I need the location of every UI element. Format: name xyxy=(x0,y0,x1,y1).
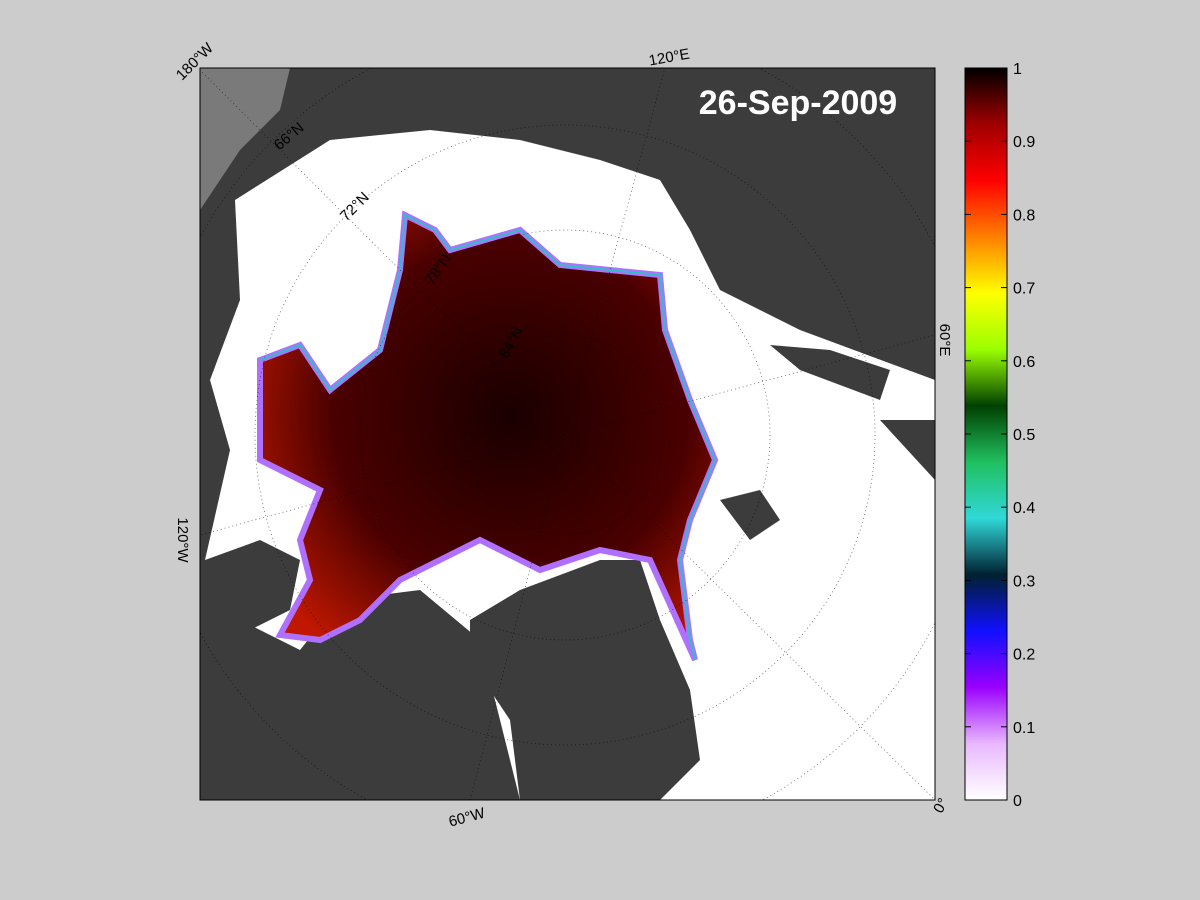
colorbar-tick-label: 0.1 xyxy=(1013,720,1035,737)
ice-edge xyxy=(259,213,717,661)
graticule xyxy=(464,334,666,536)
colorbar-tick-label: 0.7 xyxy=(1013,281,1035,298)
colorbar-tick-label: 0.2 xyxy=(1013,647,1035,664)
map xyxy=(200,68,935,800)
graticule xyxy=(359,229,771,641)
colorbar-tick-label: 0.4 xyxy=(1013,500,1035,517)
lon-label: 120°W xyxy=(174,517,191,563)
outside-domain xyxy=(200,68,290,210)
lon-label: 60°E xyxy=(936,324,953,357)
map-frame xyxy=(199,67,936,801)
colorbar xyxy=(964,67,1008,801)
colorbar-tick-label: 0.3 xyxy=(1013,573,1035,590)
greenland xyxy=(470,560,700,800)
colorbar-tick-label: 1 xyxy=(1013,61,1022,78)
colorbar-tick-label: 0.6 xyxy=(1013,354,1035,371)
colorbar-tick-label: 0 xyxy=(1013,793,1022,810)
colorbar-tick-label: 0.9 xyxy=(1013,134,1035,151)
colorbar-tick-label: 0.8 xyxy=(1013,207,1035,224)
date: 26-Sep-2009 xyxy=(699,84,897,122)
colorbar-tick-label: 0.5 xyxy=(1013,427,1035,444)
graticule xyxy=(254,124,876,746)
islands xyxy=(205,345,890,740)
lon-label: 120°E xyxy=(648,46,691,70)
